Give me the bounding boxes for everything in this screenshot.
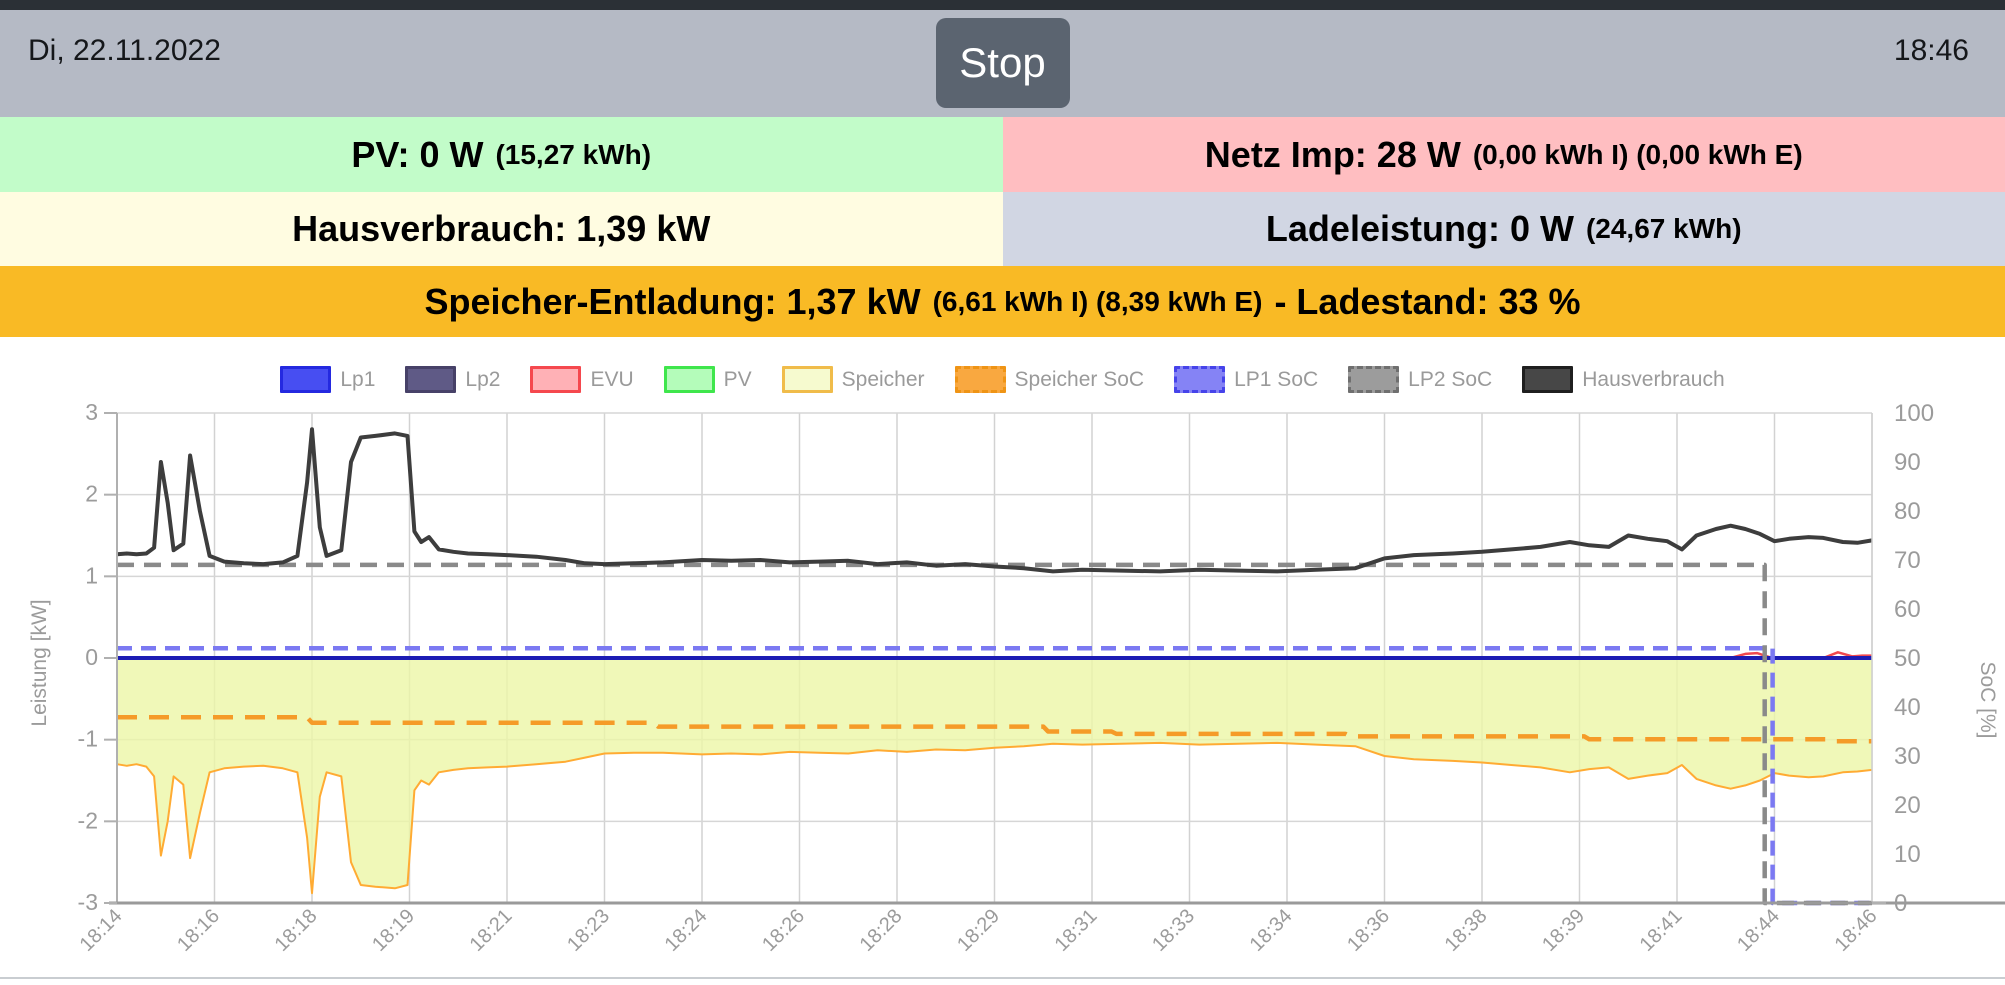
legend-swatch bbox=[1522, 366, 1574, 393]
y-right-tick-label: 30 bbox=[1894, 743, 1921, 770]
x-tick-label: 18:28 bbox=[856, 905, 907, 956]
pv-energy: (15,27 kWh) bbox=[495, 138, 652, 170]
stop-button[interactable]: Stop bbox=[935, 18, 1070, 108]
date-label: Di, 22.11.2022 bbox=[28, 34, 221, 67]
bottom-divider bbox=[0, 977, 2005, 979]
series-line-speicher-soc bbox=[117, 715, 1872, 744]
y-right-tick-label: 100 bbox=[1894, 400, 1934, 427]
pv-value: PV: 0 W bbox=[351, 133, 484, 175]
y-left-axis-title: Leistung [kW] bbox=[28, 599, 51, 726]
y-right-tick-label: 70 bbox=[1894, 547, 1921, 574]
y-left-tick-label: 0 bbox=[85, 644, 98, 670]
pv-banner: PV: 0 W (15,27 kWh) bbox=[0, 117, 1003, 192]
y-left-tick-label: -3 bbox=[78, 889, 98, 915]
legend-label: Lp2 bbox=[465, 367, 501, 391]
x-tick-label: 18:16 bbox=[173, 905, 224, 956]
legend-item-speicher-soc[interactable]: Speicher SoC bbox=[954, 366, 1145, 393]
header-bar: Di, 22.11.2022 Stop 18:46 bbox=[0, 10, 2005, 117]
x-tick-label: 18:38 bbox=[1441, 905, 1492, 956]
legend-label: Lp1 bbox=[340, 367, 376, 391]
legend-swatch bbox=[405, 366, 457, 393]
x-tick-label: 18:33 bbox=[1148, 905, 1199, 956]
legend-label: Hausverbrauch bbox=[1582, 367, 1725, 391]
x-tick-label: 18:31 bbox=[1051, 905, 1102, 956]
legend-label: Speicher bbox=[841, 367, 925, 391]
x-tick-label: 18:29 bbox=[953, 905, 1004, 956]
legend-item-pv[interactable]: PV bbox=[663, 366, 752, 393]
y-right-tick-label: 40 bbox=[1894, 694, 1921, 721]
x-tick-label: 18:41 bbox=[1636, 905, 1687, 956]
x-tick-label: 18:26 bbox=[758, 905, 809, 956]
x-tick-label: 18:24 bbox=[661, 905, 712, 956]
house-consumption-banner: Hausverbrauch: 1,39 kW bbox=[0, 192, 1003, 266]
y-right-tick-label: 20 bbox=[1894, 792, 1921, 819]
legend-label: LP1 SoC bbox=[1234, 367, 1319, 391]
y-left-tick-label: 3 bbox=[85, 399, 98, 425]
battery-soc-value: - Ladestand: 33 % bbox=[1274, 280, 1581, 322]
legend-item-lp2[interactable]: Lp2 bbox=[405, 366, 500, 393]
grid-banner: Netz Imp: 28 W (0,00 kWh I) (0,00 kWh E) bbox=[1002, 117, 2005, 192]
y-right-axis-title: SoC [%] bbox=[1976, 661, 1999, 738]
chart-legend: Lp1 Lp2 EVU PV Speicher Speicher SoC LP1 SoC LP… bbox=[0, 366, 2005, 393]
legend-swatch bbox=[954, 366, 1006, 393]
x-tick-label: 18:34 bbox=[1246, 905, 1297, 956]
legend-swatch bbox=[280, 366, 332, 393]
legend-item-lp1[interactable]: Lp1 bbox=[280, 366, 375, 393]
y-right-tick-label: 10 bbox=[1894, 841, 1921, 868]
legend-swatch bbox=[1174, 366, 1226, 393]
series-line-lp1-soc bbox=[117, 645, 1872, 906]
legend-swatch bbox=[1348, 366, 1400, 393]
time-label: 18:46 bbox=[1893, 34, 1969, 67]
x-tick-label: 18:23 bbox=[563, 905, 614, 956]
legend-label: PV bbox=[723, 367, 752, 391]
charge-energy: (24,67 kWh) bbox=[1585, 213, 1742, 244]
grid-energy: (0,00 kWh I) (0,00 kWh E) bbox=[1472, 138, 1803, 170]
y-left-tick-label: -2 bbox=[78, 807, 98, 833]
grid-value: Netz Imp: 28 W bbox=[1204, 133, 1461, 175]
x-tick-label: 18:46 bbox=[1831, 905, 1882, 956]
battery-banner: Speicher-Entladung: 1,37 kW (6,61 kWh I)… bbox=[0, 266, 2005, 337]
series-line-hausverbrauch bbox=[116, 427, 1873, 574]
legend-label: LP2 SoC bbox=[1408, 367, 1493, 391]
charge-power-value: Ladeleistung: 0 W bbox=[1265, 208, 1574, 249]
x-tick-label: 18:18 bbox=[271, 905, 322, 956]
battery-energy: (6,61 kWh I) (8,39 kWh E) bbox=[932, 285, 1263, 317]
window-top-strip bbox=[0, 0, 2005, 10]
x-tick-label: 18:44 bbox=[1733, 905, 1784, 956]
battery-discharge-value: Speicher-Entladung: 1,37 kW bbox=[424, 280, 921, 322]
legend-item-lp2-soc[interactable]: LP2 SoC bbox=[1348, 366, 1492, 393]
x-tick-label: 18:21 bbox=[466, 905, 517, 956]
legend-item-hausverbrauch[interactable]: Hausverbrauch bbox=[1522, 366, 1725, 393]
y-right-tick-label: 80 bbox=[1894, 498, 1921, 525]
x-tick-label: 18:39 bbox=[1538, 905, 1589, 956]
legend-item-speicher[interactable]: Speicher bbox=[781, 366, 925, 393]
y-left-tick-label: 2 bbox=[85, 481, 98, 507]
y-left-tick-label: -1 bbox=[78, 726, 98, 752]
y-right-tick-label: 0 bbox=[1894, 890, 1907, 917]
y-right-tick-label: 60 bbox=[1894, 596, 1921, 623]
x-tick-label: 18:19 bbox=[368, 905, 419, 956]
status-banners: PV: 0 W (15,27 kWh) Netz Imp: 28 W (0,00… bbox=[0, 117, 2005, 337]
y-right-tick-label: 50 bbox=[1894, 645, 1921, 672]
x-tick-label: 18:36 bbox=[1343, 905, 1394, 956]
legend-label: Speicher SoC bbox=[1014, 367, 1145, 391]
y-left-tick-label: 1 bbox=[85, 562, 98, 588]
series-line-speicher bbox=[116, 741, 1873, 895]
house-consumption-value: Hausverbrauch: 1,39 kW bbox=[292, 208, 711, 249]
legend-swatch bbox=[663, 366, 715, 393]
legend-label: EVU bbox=[590, 367, 634, 391]
legend-swatch bbox=[530, 366, 582, 393]
legend-item-evu[interactable]: EVU bbox=[530, 366, 634, 393]
charge-power-banner: Ladeleistung: 0 W (24,67 kWh) bbox=[1002, 192, 2005, 266]
legend-swatch bbox=[781, 366, 833, 393]
y-right-tick-label: 90 bbox=[1894, 449, 1921, 476]
series-area-speicher bbox=[117, 658, 1872, 894]
legend-item-lp1-soc[interactable]: LP1 SoC bbox=[1174, 366, 1318, 393]
